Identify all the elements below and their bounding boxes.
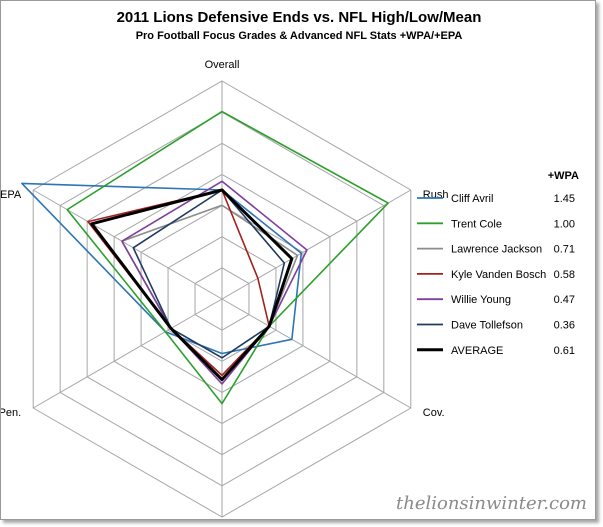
grid-spoke xyxy=(32,298,223,409)
axis-label-cov: Cov. xyxy=(423,407,445,419)
legend-label-average: AVERAGE xyxy=(451,345,503,357)
legend-label-lawrence-jackson: Lawrence Jackson xyxy=(451,244,542,256)
legend-label-trent-cole: Trent Cole xyxy=(451,218,502,230)
wpa-value-kyle-vanden-bosch: 0.58 xyxy=(554,269,575,281)
wpa-value-dave-tollefson: 0.36 xyxy=(554,320,575,332)
wpa-header: +WPA xyxy=(548,170,579,182)
series-line-average xyxy=(90,188,294,382)
wpa-value-cliff-avril: 1.45 xyxy=(554,193,575,205)
axis-label-epa: +EPA xyxy=(1,189,22,201)
legend: +WPA Cliff Avril 1.45 Trent Cole 1.00 Lawrenc… xyxy=(417,170,579,357)
wpa-value-trent-cole: 1.00 xyxy=(554,218,575,230)
wpa-value-willie-young: 0.47 xyxy=(554,294,575,306)
axis-label-overall: Overall xyxy=(205,59,240,71)
legend-label-cliff-avril: Cliff Avril xyxy=(451,193,493,205)
series-lines xyxy=(21,110,389,405)
chart-frame: 2011 Lions Defensive Ends vs. NFL High/L… xyxy=(0,0,596,520)
wpa-value-lawrence-jackson: 0.71 xyxy=(554,244,575,256)
grid-spoke xyxy=(221,189,412,300)
series-line-kyle-vanden-bosch xyxy=(87,189,270,377)
series-line-dave-tollefson xyxy=(132,189,286,359)
series-line-cliff-avril xyxy=(21,182,303,355)
chart-title: 2011 Lions Defensive Ends vs. NFL High/L… xyxy=(116,9,482,26)
grid-spoke xyxy=(221,298,412,409)
axis-label-pen: Pen. xyxy=(1,407,21,419)
wpa-value-average: 0.61 xyxy=(554,345,575,357)
watermark: thelionsinwinter.com xyxy=(396,493,587,514)
radar-grid xyxy=(32,80,412,518)
grid-spoke xyxy=(32,189,223,300)
axis-label-rush: Rush xyxy=(423,189,449,201)
chart-subtitle: Pro Football Focus Grades & Advanced NFL… xyxy=(135,30,463,42)
series-line-willie-young xyxy=(121,180,308,385)
legend-label-willie-young: Willie Young xyxy=(451,294,511,306)
legend-label-kyle-vanden-bosch: Kyle Vanden Bosch xyxy=(451,269,546,281)
series-line-trent-cole xyxy=(66,110,389,405)
legend-label-dave-tollefson: Dave Tollefson xyxy=(451,320,523,332)
